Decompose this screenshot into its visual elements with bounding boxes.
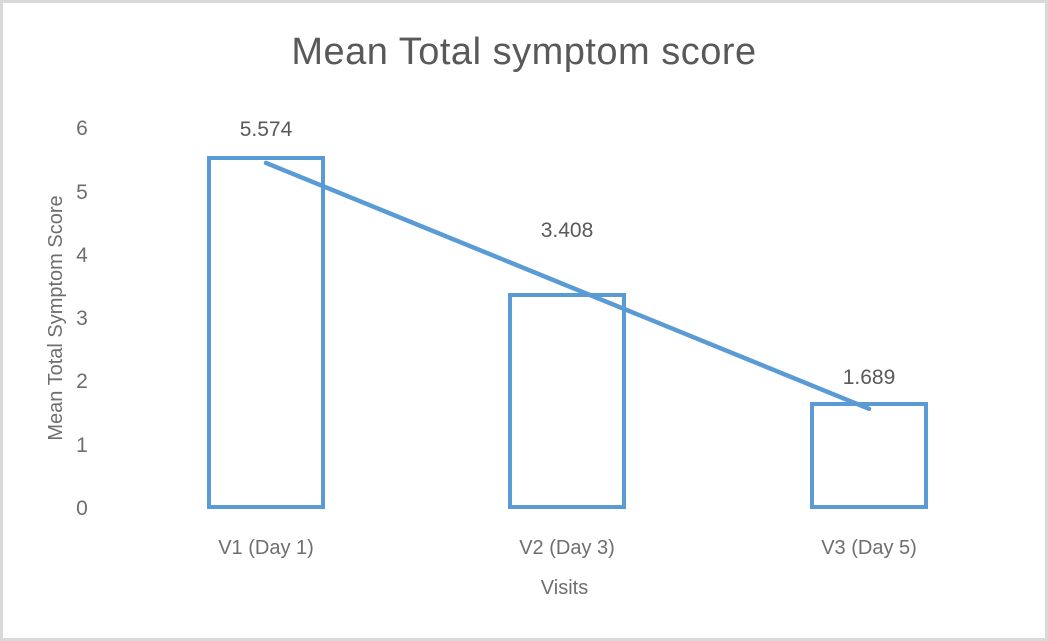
y-tick-0: 0 xyxy=(76,497,88,520)
data-label-2: 3.408 xyxy=(540,219,594,242)
bar-v3-day-5 xyxy=(810,402,928,509)
bar-v1-day-1 xyxy=(207,156,325,509)
y-tick-6: 6 xyxy=(76,117,88,141)
y-tick-3: 3 xyxy=(76,307,88,331)
y-tick-2: 2 xyxy=(76,370,88,394)
x-label-2: V2 (Day 3) xyxy=(519,537,615,559)
y-tick-4: 4 xyxy=(76,243,88,267)
bar-v2-day-3 xyxy=(508,293,626,509)
data-label-1: 5.574 xyxy=(239,118,293,141)
x-label-3: V3 (Day 5) xyxy=(821,537,917,559)
x-axis-title: Visits xyxy=(540,577,589,599)
y-tick-1: 1 xyxy=(76,433,88,457)
y-tick-5: 5 xyxy=(76,180,88,204)
chart-title: Mean Total symptom score xyxy=(291,31,757,73)
x-label-1: V1 (Day 1) xyxy=(218,537,314,559)
data-label-3: 1.689 xyxy=(842,366,896,389)
